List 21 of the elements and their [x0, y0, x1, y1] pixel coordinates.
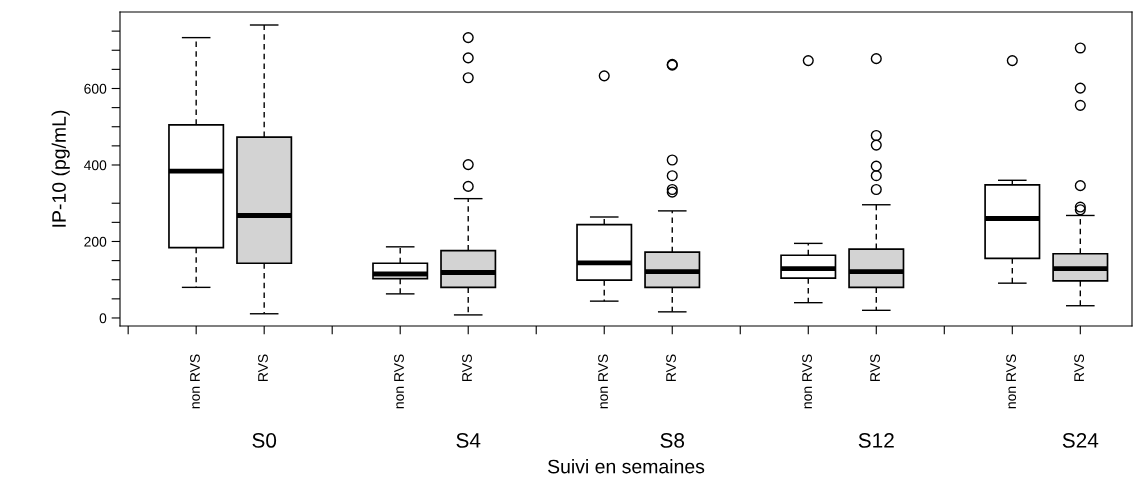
x-tick-label: RVS: [666, 354, 676, 381]
x-tick-label: non RVS: [394, 354, 404, 409]
x-tick-label: non RVS: [190, 354, 200, 409]
x-tick-label: RVS: [258, 354, 268, 381]
x-tick-label: RVS: [1074, 354, 1085, 381]
text: S0: [252, 433, 277, 448]
y-tick-label: 200: [84, 236, 107, 247]
x-tick-label: RVS: [462, 354, 472, 381]
text: S12: [858, 433, 894, 448]
text: S8: [660, 433, 685, 448]
text: S24: [1062, 433, 1099, 448]
x-axis-title: Suivi en semaines: [547, 459, 705, 474]
y-tick-label: 600: [84, 83, 107, 94]
x-tick-label: non RVS: [1006, 354, 1017, 409]
y-axis-title: IP-10 (pg/mL): [51, 110, 70, 227]
x-tick-label: RVS: [870, 354, 881, 381]
x-tick-label: non RVS: [802, 354, 812, 409]
y-tick-label: 400: [83, 160, 107, 171]
y-tick-label: 0: [99, 313, 107, 324]
x-tick-label: non RVS: [598, 354, 608, 409]
text: S4: [456, 433, 481, 448]
